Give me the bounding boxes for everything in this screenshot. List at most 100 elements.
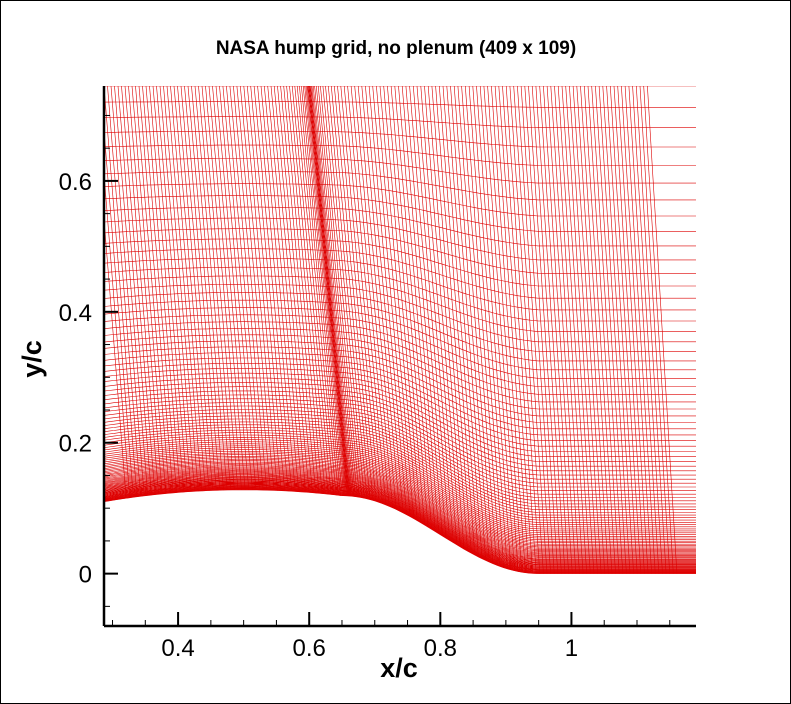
grid-line-j: [104, 266, 696, 322]
grid-line-i: [163, 86, 199, 492]
grid-line-j: [104, 427, 696, 508]
grid-line-i: [322, 86, 363, 498]
grid-line-j: [104, 158, 696, 184]
grid-line-i: [368, 86, 407, 515]
grid-line-i: [229, 86, 268, 491]
grid-line-j: [104, 116, 696, 128]
grid-line-i: [602, 86, 634, 574]
grid-line-i: [350, 86, 390, 507]
grid-line-i: [270, 86, 310, 493]
grid-line-j: [104, 368, 696, 441]
grid-line-i: [236, 86, 275, 491]
grid-line-i: [149, 86, 185, 493]
grid-line-i: [628, 86, 660, 574]
grid-line-j: [104, 469, 696, 554]
grid-line-i: [468, 86, 504, 568]
y-tick-label: 0.4: [59, 300, 92, 327]
grid-line-j: [104, 429, 696, 510]
grid-line-i: [166, 86, 203, 491]
grid-line-j: [104, 248, 696, 299]
grid-line-i: [647, 86, 678, 574]
grid-line-i: [639, 86, 670, 574]
grid-line-i: [494, 86, 530, 574]
grid-line-i: [387, 86, 425, 525]
grid-line-i: [554, 86, 587, 574]
grid-line-j: [104, 206, 696, 247]
grid-line-j: [104, 465, 696, 549]
grid-line-i: [309, 86, 349, 497]
grid-line-i: [208, 86, 246, 490]
grid-line-i: [243, 86, 282, 491]
grid-line-i: [198, 86, 235, 490]
grid-line-i: [104, 86, 138, 497]
grid-line-i: [361, 86, 400, 512]
grid-line-j: [104, 471, 696, 556]
grid-line-i: [205, 86, 242, 490]
grid-line-i: [390, 86, 429, 528]
grid-line-i: [184, 86, 221, 491]
y-tick-label: 0.2: [59, 431, 92, 458]
grid-line-i: [187, 86, 224, 491]
grid-line-i: [383, 86, 422, 523]
grid-line-i: [446, 86, 483, 559]
grid-line-i: [413, 86, 450, 541]
grid-line-i: [431, 86, 468, 552]
grid-line-i: [513, 86, 548, 574]
grid-line-i: [539, 86, 573, 574]
grid-line-i: [394, 86, 432, 530]
grid-line-i: [302, 86, 343, 496]
grid-line-j: [104, 346, 696, 417]
grid-line-j: [104, 447, 696, 530]
grid-line-i: [273, 86, 313, 493]
grid-line-i: [280, 86, 320, 494]
grid-line-i: [257, 86, 296, 492]
grid-line-j: [104, 478, 696, 562]
grid-line-j: [104, 328, 696, 395]
grid-line-i: [606, 86, 638, 574]
grid-line-i: [337, 86, 377, 502]
grid-line-i: [435, 86, 472, 554]
grid-line-j: [104, 467, 696, 551]
grid-line-i: [304, 86, 345, 496]
grid-line-i: [465, 86, 501, 567]
grid-line-i: [569, 86, 602, 574]
grid-line-i: [194, 86, 232, 491]
grid-line-i: [222, 86, 260, 491]
grid-line-i: [587, 86, 620, 574]
grid-line-j: [104, 479, 696, 564]
grid-line-i: [557, 86, 591, 574]
grid-line-i: [347, 86, 387, 505]
grid-line-i: [535, 86, 569, 574]
y-axis-label: y/c: [17, 340, 47, 378]
x-axis-label: x/c: [380, 653, 418, 683]
grid-line-i: [343, 86, 383, 504]
grid-line-i: [247, 86, 285, 491]
grid-line-i: [311, 86, 352, 497]
grid-line-i: [457, 86, 494, 564]
grid-line-i: [517, 86, 551, 574]
grid-line-j: [104, 409, 696, 488]
grid-line-i: [624, 86, 656, 574]
grid-line-i: [565, 86, 598, 574]
grid-line-j: [104, 468, 696, 552]
grid-line-i: [145, 86, 181, 493]
grid-line-j: [104, 394, 696, 472]
grid-line-i: [107, 86, 141, 497]
grid-line-i: [301, 86, 341, 496]
grid-line-i: [320, 86, 360, 498]
grid-line-i: [576, 86, 609, 574]
grid-line-i: [128, 86, 163, 494]
grid-line-i: [479, 86, 515, 571]
grid-line-i: [505, 86, 541, 574]
grid-line-i: [379, 86, 418, 521]
grid-line-i: [277, 86, 317, 494]
grid-line-j: [104, 424, 696, 505]
grid-line-i: [453, 86, 490, 563]
grid-line-i: [398, 86, 436, 532]
grid-line-i: [240, 86, 278, 491]
grid-line-i: [524, 86, 559, 574]
grid-line-i: [509, 86, 544, 574]
grid-line-j: [104, 476, 696, 560]
grid-line-j: [104, 472, 696, 557]
grid-line-i: [156, 86, 192, 492]
